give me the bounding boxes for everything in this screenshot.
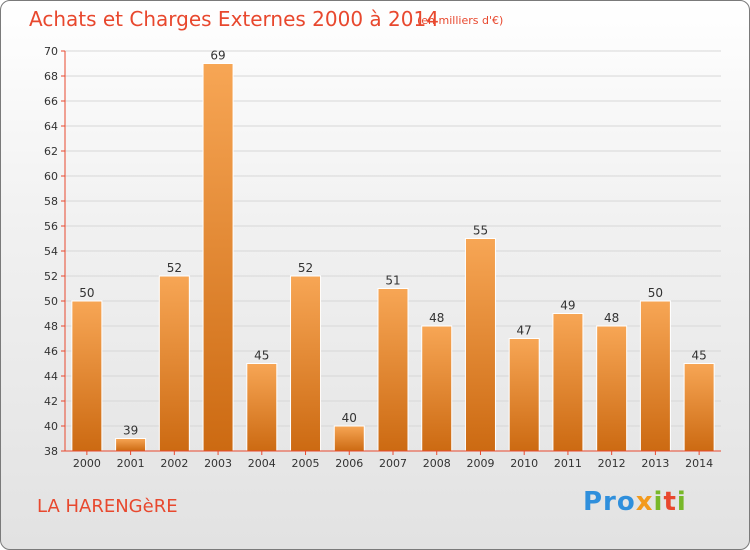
y-tick-label: 54 <box>44 245 58 258</box>
bar <box>333 425 365 452</box>
place-name: LA HARENGèRE <box>37 496 178 517</box>
bar <box>552 313 584 452</box>
data-label: 55 <box>473 224 488 238</box>
data-label: 50 <box>648 286 663 300</box>
chart-title: Achats et Charges Externes 2000 à 2014 <box>29 7 439 31</box>
logo-part: t <box>663 487 677 517</box>
y-tick-label: 52 <box>44 270 58 283</box>
data-label: 51 <box>385 274 400 288</box>
data-label: 45 <box>254 349 269 363</box>
y-tick-label: 64 <box>44 120 58 133</box>
bar <box>596 325 628 452</box>
x-tick-label: 2011 <box>554 457 582 470</box>
y-tick-label: 70 <box>44 45 58 58</box>
labels: 38 40 42 44 46 48 50 52 54 56 58 60 62 64 66 68 70 50 2000… <box>44 45 713 470</box>
data-label: 69 <box>210 49 225 63</box>
bar <box>639 300 671 452</box>
x-tick-label: 2008 <box>423 457 451 470</box>
chart-subtitle: (en milliers d'€) <box>417 14 504 27</box>
x-tick-label: 2004 <box>248 457 276 470</box>
logo-part: Pro <box>583 487 636 517</box>
x-tick-label: 2013 <box>641 457 669 470</box>
y-tick-label: 50 <box>44 295 58 308</box>
data-label: 50 <box>79 286 94 300</box>
bar <box>115 438 147 452</box>
bar <box>421 325 453 452</box>
logo-part: x <box>635 487 654 517</box>
y-tick-label: 42 <box>44 395 58 408</box>
logo-part: i <box>653 487 664 517</box>
y-tick-label: 38 <box>44 445 58 458</box>
x-tick-label: 2010 <box>510 457 538 470</box>
y-tick-label: 56 <box>44 220 58 233</box>
data-label: 52 <box>167 261 182 275</box>
y-tick-label: 46 <box>44 345 58 358</box>
y-tick-label: 62 <box>44 145 58 158</box>
x-tick-label: 2003 <box>204 457 232 470</box>
y-tick-label: 68 <box>44 70 58 83</box>
bars <box>71 63 715 452</box>
y-tick-label: 40 <box>44 420 58 433</box>
bar <box>246 363 278 452</box>
x-tick-label: 2001 <box>117 457 145 470</box>
bar <box>377 288 409 452</box>
bar <box>290 275 322 452</box>
x-tick-label: 2005 <box>292 457 320 470</box>
bar <box>158 275 190 452</box>
data-label: 48 <box>429 311 444 325</box>
bar <box>464 238 496 452</box>
x-tick-label: 2012 <box>598 457 626 470</box>
axes <box>61 50 721 455</box>
bar <box>71 300 103 452</box>
x-tick-label: 2006 <box>335 457 363 470</box>
y-tick-label: 58 <box>44 195 58 208</box>
data-label: 48 <box>604 311 619 325</box>
y-tick-label: 44 <box>44 370 58 383</box>
bar <box>683 363 715 452</box>
data-label: 52 <box>298 261 313 275</box>
data-label: 45 <box>691 349 706 363</box>
logo-part: i <box>676 487 687 517</box>
bar <box>508 338 540 452</box>
y-tick-label: 48 <box>44 320 58 333</box>
bar <box>202 63 234 452</box>
data-label: 40 <box>342 411 357 425</box>
x-tick-label: 2009 <box>466 457 494 470</box>
x-tick-label: 2000 <box>73 457 101 470</box>
x-tick-label: 2014 <box>685 457 713 470</box>
y-tick-label: 60 <box>44 170 58 183</box>
proxiti-logo[interactable]: Proxiti <box>583 487 687 517</box>
x-tick-label: 2002 <box>160 457 188 470</box>
data-label: 39 <box>123 424 138 438</box>
data-label: 47 <box>517 324 532 338</box>
data-label: 49 <box>560 299 575 313</box>
y-tick-label: 66 <box>44 95 58 108</box>
x-tick-label: 2007 <box>379 457 407 470</box>
